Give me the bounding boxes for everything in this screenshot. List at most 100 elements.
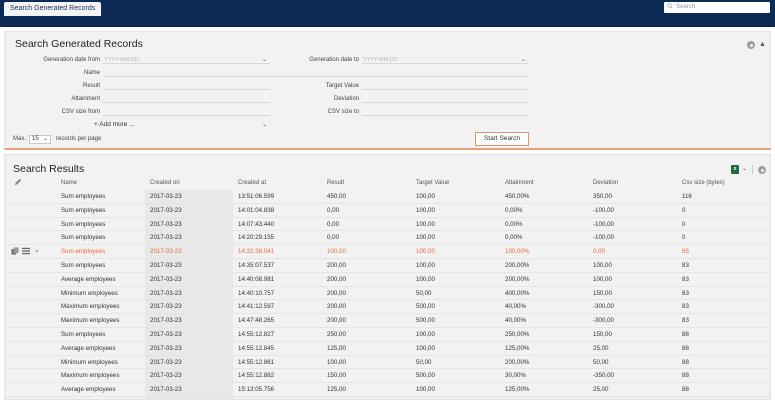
cell-name: Sum employees bbox=[61, 234, 106, 242]
cell-target-value: 100,00 bbox=[416, 386, 435, 394]
cell-created-on: 2017-03-23 bbox=[150, 358, 182, 366]
cell-result: 150,00 bbox=[327, 372, 346, 380]
cell-created-at: 14:47:48.265 bbox=[238, 317, 275, 325]
cell-name: Maximum employees bbox=[61, 317, 120, 325]
cell-created-at: 14:55:12.882 bbox=[238, 372, 275, 380]
table-row[interactable]: Maximum employees 2017-03-23 14:41:12.597 2… bbox=[4, 300, 771, 315]
generation-date-from-label: Generation date from bbox=[43, 57, 100, 63]
deviation-field[interactable] bbox=[362, 94, 529, 103]
column-header-deviation[interactable]: Deviation bbox=[593, 180, 619, 186]
table-row[interactable]: Minimum employees 2017-03-23 14:40:10.757 2… bbox=[4, 287, 771, 301]
records-per-page-select[interactable]: 15 ⌄ bbox=[29, 135, 51, 144]
table-row[interactable]: Sum employees 2017-03-23 14:35:07.537 200,0… bbox=[4, 259, 771, 273]
cell-created-at: 14:55:12.827 bbox=[238, 331, 275, 338]
start-search-button[interactable]: Start Search bbox=[475, 132, 529, 146]
table-header: Name Created on Created at Result Target… bbox=[4, 177, 771, 190]
cell-name: Minimum employees bbox=[61, 358, 118, 366]
cell-deviation: -100,00 bbox=[593, 234, 614, 242]
chevron-down-icon[interactable]: ⌄ bbox=[34, 247, 40, 254]
table-row[interactable]: Sum employees 2017-03-23 14:01:04.838 0,00 1… bbox=[4, 204, 771, 218]
cell-attainment: 125,00% bbox=[505, 386, 530, 394]
table-row[interactable]: Sum employees 2017-03-23 14:55:12.827 250,0… bbox=[4, 328, 771, 342]
cell-created-at: 14:40:10.757 bbox=[238, 289, 275, 297]
cell-name: Average employees bbox=[61, 275, 116, 283]
cell-csv-size: 0 bbox=[682, 220, 686, 228]
name-field[interactable] bbox=[103, 68, 529, 77]
list-menu-icon[interactable] bbox=[22, 247, 30, 255]
search-form-panel bbox=[4, 31, 771, 150]
table-row[interactable]: Sum employees 2017-03-23 14:07:43.440 0,00 1… bbox=[4, 218, 771, 232]
attainment-field[interactable] bbox=[103, 94, 270, 103]
cell-attainment: 0,00% bbox=[505, 234, 523, 242]
generation-date-from-field[interactable] bbox=[103, 55, 270, 64]
deviation-label: Deviation bbox=[333, 96, 359, 102]
top-bar: Search Generated Records Search bbox=[0, 0, 775, 27]
cell-deviation: 100,00 bbox=[593, 275, 612, 283]
cell-attainment: 40,00% bbox=[505, 317, 526, 325]
cell-attainment: 0,00% bbox=[505, 206, 523, 214]
copy-icon[interactable] bbox=[11, 247, 19, 255]
cell-target-value: 100,00 bbox=[416, 206, 435, 214]
table-row[interactable]: Sum employees 2017-03-23 14:32:38.041 100,0… bbox=[4, 245, 771, 259]
cell-result: 200,00 bbox=[327, 289, 346, 297]
cell-deviation: 150,00 bbox=[593, 289, 612, 297]
cell-csv-size: 83 bbox=[682, 317, 689, 325]
chevron-down-icon[interactable]: ⌄ bbox=[521, 57, 527, 63]
cell-created-on: 2017-03-23 bbox=[150, 344, 182, 352]
tab-search-generated-records[interactable]: Search Generated Records bbox=[4, 2, 102, 16]
pencil-icon[interactable] bbox=[14, 178, 22, 186]
column-header-name[interactable]: Name bbox=[61, 180, 78, 186]
target-value-field[interactable] bbox=[362, 81, 529, 90]
table-row[interactable]: Sum employees 2017-03-23 14:20:29.155 0,00 1… bbox=[4, 231, 771, 246]
table-row[interactable]: Maximum employees 2017-03-23 14:55:12.882 1… bbox=[4, 369, 771, 384]
cell-created-on: 2017-03-23 bbox=[150, 206, 182, 214]
gear-icon[interactable] bbox=[747, 41, 755, 49]
excel-export-icon[interactable]: x bbox=[731, 165, 739, 174]
cell-csv-size: 88 bbox=[682, 358, 689, 366]
cell-deviation: -300,00 bbox=[593, 303, 614, 311]
collapse-chevron-icon[interactable]: ▲ bbox=[759, 41, 766, 48]
column-header-result[interactable]: Result bbox=[327, 180, 345, 186]
csv-size-from-field[interactable] bbox=[103, 107, 270, 116]
generation-date-to-field[interactable] bbox=[362, 55, 529, 64]
table-row[interactable]: Maximum employees 2017-03-23 14:47:48.265 2… bbox=[4, 314, 771, 328]
table-row[interactable]: Average employees 2017-03-23 14:40:08.981 2… bbox=[4, 273, 771, 287]
cell-attainment: 250,00% bbox=[505, 331, 530, 338]
cell-name: Sum employees bbox=[61, 220, 106, 228]
cell-target-value: 500,00 bbox=[416, 317, 435, 325]
global-search-input[interactable] bbox=[664, 2, 770, 13]
cell-created-at: 14:01:04.838 bbox=[238, 206, 275, 214]
cell-attainment: 30,00% bbox=[505, 372, 526, 380]
csv-size-from-label: CSV size from bbox=[61, 109, 100, 115]
cell-result: 250,00 bbox=[327, 331, 346, 338]
csv-size-to-label: CSV size to bbox=[327, 109, 359, 115]
cell-target-value: 500,00 bbox=[416, 303, 435, 311]
table-row[interactable]: Average employees 2017-03-23 14:55:12.845 1… bbox=[4, 342, 771, 356]
column-header-attainment[interactable]: Attainment bbox=[505, 180, 534, 186]
cell-target-value: 50,00 bbox=[416, 289, 432, 297]
csv-size-to-field[interactable] bbox=[362, 107, 529, 116]
add-more-dropdown[interactable]: + Add more ... bbox=[94, 121, 135, 128]
cell-deviation: -300,00 bbox=[593, 317, 614, 325]
column-header-target-value[interactable]: Target Value bbox=[416, 180, 450, 186]
chevron-down-icon[interactable]: ⌄ bbox=[742, 166, 748, 172]
cell-attainment: 400,00% bbox=[505, 289, 530, 297]
table-row[interactable]: Sum employees 2017-03-23 13:51:06.599 450,0… bbox=[4, 190, 771, 204]
cell-target-value: 100,00 bbox=[416, 234, 435, 242]
table-row[interactable]: Minimum employees 2017-03-23 14:55:12.861 1… bbox=[4, 356, 771, 370]
cell-deviation: 50,00 bbox=[593, 358, 609, 366]
cell-result: 100,00 bbox=[327, 248, 346, 256]
column-header-created-at[interactable]: Created at bbox=[238, 180, 267, 186]
table-row[interactable]: Average employees 2017-03-23 15:13:05.756 1… bbox=[4, 383, 771, 397]
toolbar-divider bbox=[752, 165, 753, 174]
cell-attainment: 0,00% bbox=[505, 220, 523, 228]
cell-result: 200,00 bbox=[327, 303, 346, 311]
cell-created-on: 2017-03-23 bbox=[150, 331, 182, 338]
column-header-created-on[interactable]: Created on bbox=[150, 180, 180, 186]
chevron-down-icon[interactable]: ⌄ bbox=[262, 57, 268, 63]
cell-attainment: 200,00% bbox=[505, 262, 530, 269]
result-field[interactable] bbox=[103, 81, 270, 90]
column-header-csv-size[interactable]: Csv size (bytes) bbox=[682, 180, 725, 186]
chevron-down-icon[interactable]: ⌄ bbox=[262, 122, 268, 128]
gear-icon[interactable] bbox=[758, 166, 766, 174]
